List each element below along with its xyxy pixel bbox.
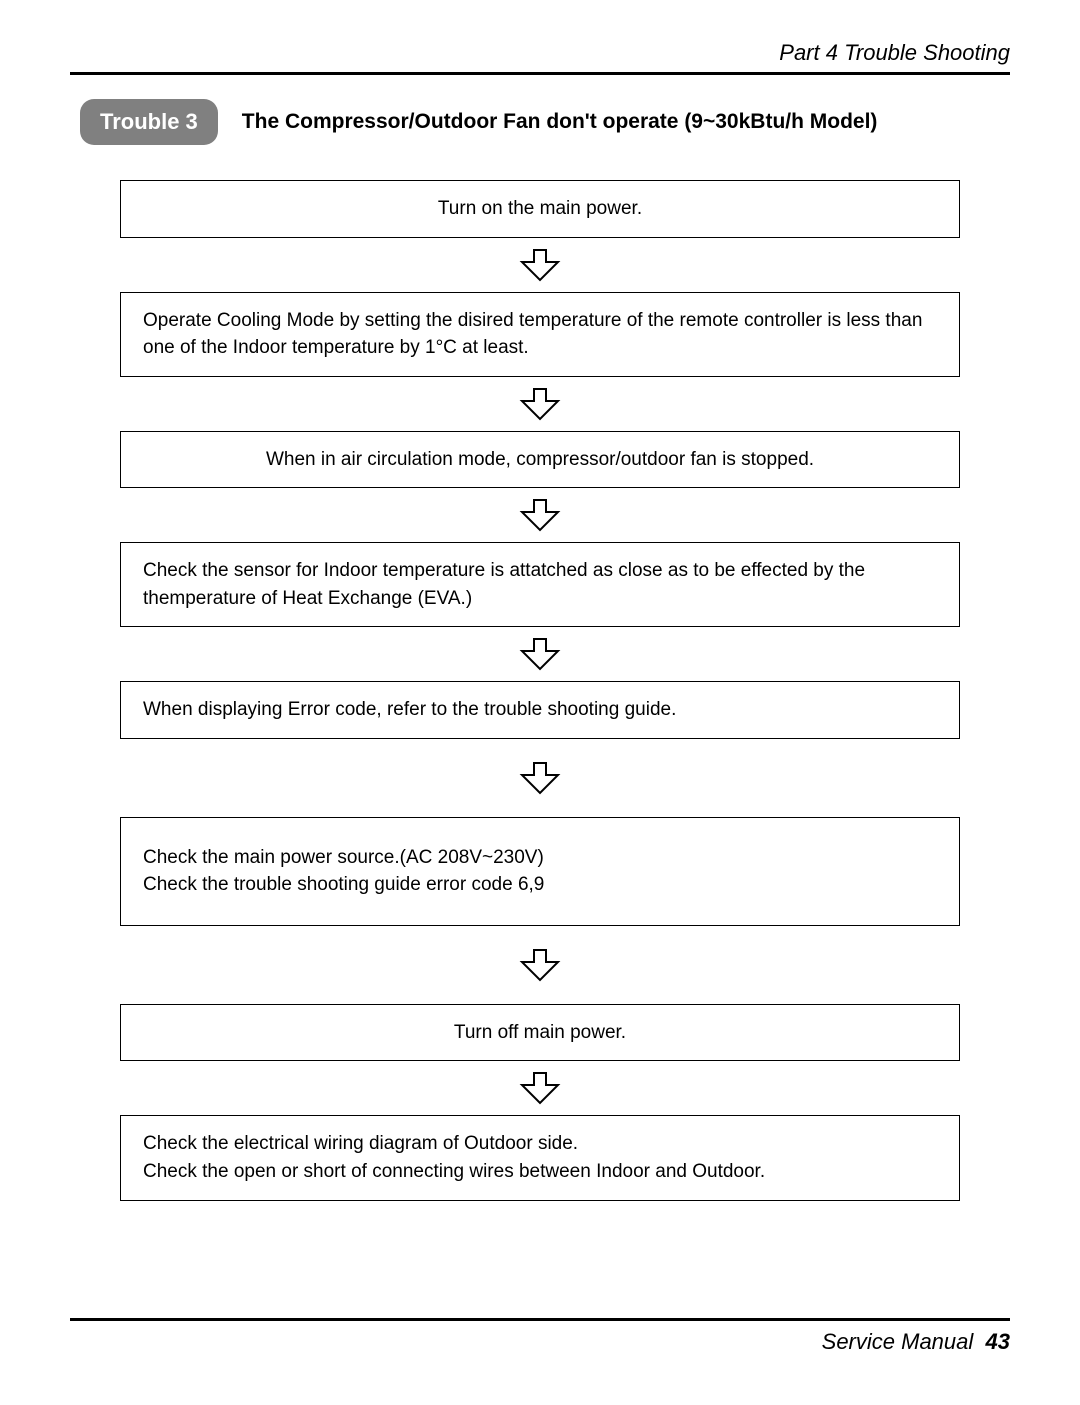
arrow-down-icon — [518, 387, 562, 421]
step-box: Check the sensor for Indoor temperature … — [120, 542, 960, 627]
step-text: Operate Cooling Mode by setting the disi… — [143, 310, 922, 359]
page: Part 4 Trouble Shooting Trouble 3 The Co… — [0, 0, 1080, 1405]
step-box: When in air circulation mode, compressor… — [120, 431, 960, 489]
trouble-badge: Trouble 3 — [80, 99, 218, 145]
step-text: Turn on the main power. — [438, 198, 642, 219]
arrow-down-icon — [518, 1071, 562, 1105]
page-header: Part 4 Trouble Shooting — [70, 40, 1010, 75]
step-box: When displaying Error code, refer to the… — [120, 681, 960, 739]
arrow-down-icon — [518, 248, 562, 282]
step-box: Turn off main power. — [120, 1004, 960, 1062]
step-box: Operate Cooling Mode by setting the disi… — [120, 292, 960, 377]
page-number: 43 — [986, 1329, 1010, 1354]
trouble-title: The Compressor/Outdoor Fan don't operate… — [242, 110, 878, 134]
step-text: When in air circulation mode, compressor… — [266, 449, 814, 470]
step-text: Check the electrical wiring diagram of O… — [143, 1130, 937, 1158]
section-label: Part 4 Trouble Shooting — [779, 40, 1010, 65]
step-text: When displaying Error code, refer to the… — [143, 699, 676, 720]
arrow-down-icon — [518, 948, 562, 982]
page-footer: Service Manual 43 — [70, 1318, 1010, 1355]
flowchart: Turn on the main power. Operate Cooling … — [70, 180, 1010, 1201]
title-row: Trouble 3 The Compressor/Outdoor Fan don… — [70, 99, 1010, 145]
arrow-down-icon — [518, 637, 562, 671]
step-text: Check the trouble shooting guide error c… — [143, 871, 937, 899]
step-text: Check the open or short of connecting wi… — [143, 1158, 937, 1186]
footer-label: Service Manual — [822, 1329, 974, 1354]
step-box: Check the electrical wiring diagram of O… — [120, 1115, 960, 1200]
step-text: Check the main power source.(AC 208V~230… — [143, 844, 937, 872]
arrow-down-icon — [518, 498, 562, 532]
step-box: Turn on the main power. — [120, 180, 960, 238]
step-box: Check the main power source.(AC 208V~230… — [120, 817, 960, 926]
step-text: Check the sensor for Indoor temperature … — [143, 560, 865, 609]
step-text: Turn off main power. — [454, 1022, 626, 1043]
arrow-down-icon — [518, 761, 562, 795]
